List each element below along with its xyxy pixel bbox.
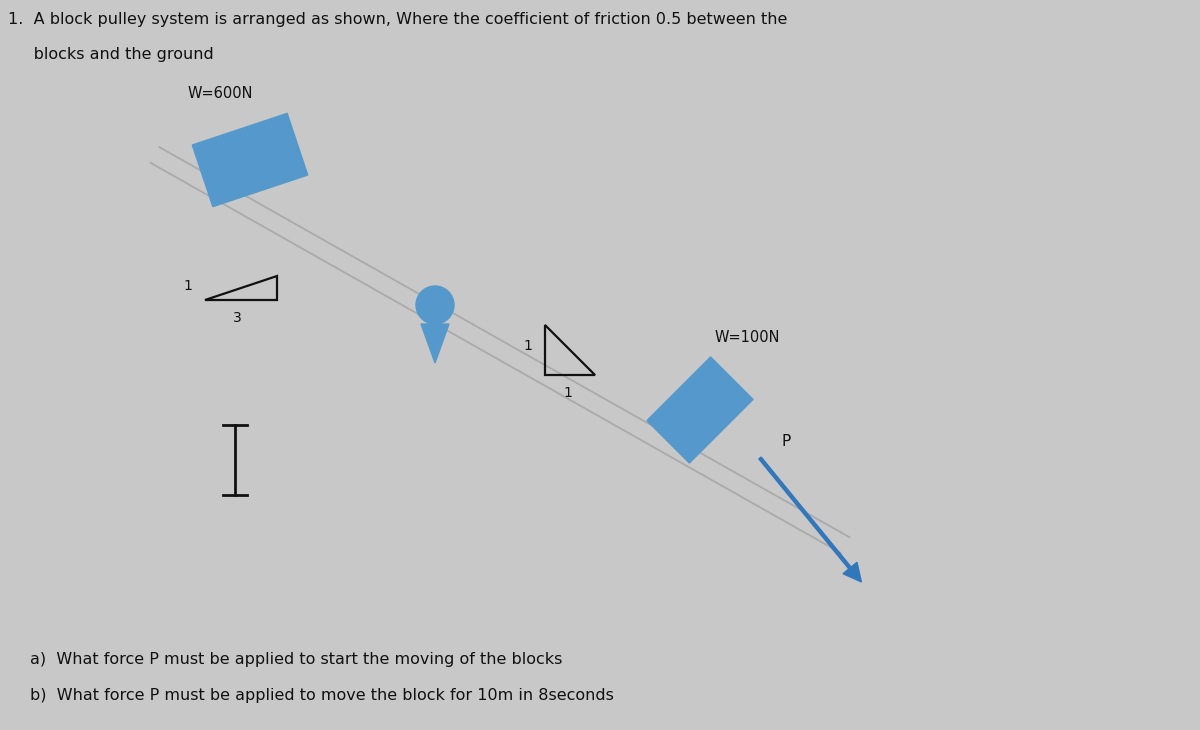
Text: 1.  A block pulley system is arranged as shown, Where the coefficient of frictio: 1. A block pulley system is arranged as … bbox=[8, 12, 787, 27]
Text: blocks and the ground: blocks and the ground bbox=[8, 47, 214, 62]
Polygon shape bbox=[421, 324, 449, 363]
Text: W=600N: W=600N bbox=[188, 86, 253, 101]
Circle shape bbox=[416, 286, 454, 324]
Text: 1: 1 bbox=[563, 386, 572, 400]
Text: b)  What force P must be applied to move the block for 10m in 8seconds: b) What force P must be applied to move … bbox=[30, 688, 614, 703]
Polygon shape bbox=[647, 357, 754, 463]
Text: 1: 1 bbox=[523, 339, 532, 353]
Text: W=100N: W=100N bbox=[715, 330, 780, 345]
Text: P: P bbox=[782, 434, 791, 449]
Text: 1: 1 bbox=[182, 279, 192, 293]
FancyArrow shape bbox=[758, 457, 862, 582]
Text: a)  What force P must be applied to start the moving of the blocks: a) What force P must be applied to start… bbox=[30, 652, 563, 667]
Text: 3: 3 bbox=[233, 311, 241, 325]
Polygon shape bbox=[192, 113, 307, 207]
